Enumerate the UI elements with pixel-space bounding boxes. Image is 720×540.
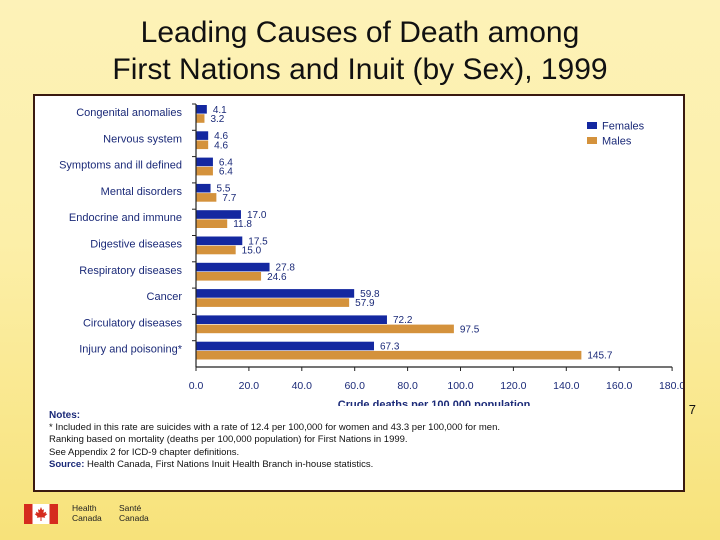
logo-fr-line-1: Santé — [119, 503, 142, 513]
canada-flag-icon — [24, 504, 58, 524]
bar-females — [196, 289, 355, 298]
bar-females — [196, 131, 209, 140]
bar-males — [196, 140, 209, 150]
notes-line-1: * Included in this rate are suicides wit… — [49, 422, 500, 434]
legend-swatch-females — [587, 122, 597, 129]
bar-males — [196, 272, 262, 281]
data-label-females: 6.4 — [219, 157, 233, 168]
x-tick-label: 120.0 — [500, 380, 526, 392]
bar-males — [196, 114, 205, 123]
bar-females — [196, 210, 241, 219]
bar-females — [196, 105, 207, 114]
health-canada-logo: Health Canada Santé Canada — [24, 503, 184, 527]
data-label-females: 4.1 — [213, 105, 227, 116]
data-label-males: 97.5 — [460, 324, 480, 335]
chart-panel: Females Males Congenital anomalies Nervous… — [33, 94, 685, 492]
notes-line-3: See Appendix 2 for ICD-9 chapter definit… — [49, 446, 240, 458]
data-label-males: 15.0 — [242, 246, 262, 257]
legend-label-males: Males — [602, 136, 632, 148]
data-label-females: 59.8 — [360, 289, 380, 300]
bar-males — [196, 219, 228, 228]
category-label: Mental disorders — [101, 186, 183, 198]
category-label: Congenital anomalies — [76, 107, 182, 119]
bar-males — [196, 298, 350, 307]
bar-males — [196, 245, 236, 255]
chart-axes: 0.0 20.0 40.0 60.0 80.0 100.0 120.0 140.0 160.0 1… — [189, 103, 683, 406]
data-label-males: 3.2 — [210, 114, 224, 125]
chart-notes: Notes: * Included in this rate are suici… — [49, 410, 679, 471]
bar-females — [196, 236, 243, 246]
category-label: Respiratory diseases — [79, 265, 182, 277]
data-label-females: 4.6 — [214, 131, 228, 142]
value-labels: 4.13.2 4.64.6 6.46.4 5.57.7 17.011.8 17.515.0… — [210, 105, 612, 362]
x-tick-label: 180.0 — [659, 380, 683, 392]
bar-males — [196, 324, 454, 334]
x-tick-label: 60.0 — [344, 380, 365, 392]
data-label-males: 4.6 — [214, 140, 228, 151]
bar-chart: Females Males Congenital anomalies Nervous… — [59, 103, 683, 406]
x-tick-label: 160.0 — [606, 380, 632, 392]
chart-legend: Females Males — [587, 121, 645, 148]
slide-title: Leading Causes of Death among First Nati… — [0, 14, 720, 88]
data-label-females: 17.5 — [248, 236, 268, 247]
data-label-males: 24.6 — [267, 272, 287, 283]
x-tick-label: 140.0 — [553, 380, 579, 392]
data-label-males: 11.8 — [233, 219, 252, 230]
notes-line-2: Ranking based on mortality (deaths per 1… — [49, 434, 408, 446]
slide-title-line-2: First Nations and Inuit (by Sex), 1999 — [112, 53, 608, 86]
data-label-females: 27.8 — [276, 263, 296, 274]
bar-females — [196, 341, 375, 351]
category-label: Endocrine and immune — [69, 212, 182, 224]
bar-males — [196, 166, 213, 176]
bar-females — [196, 262, 270, 272]
bar-females — [196, 183, 211, 193]
chart-bars — [196, 105, 582, 360]
data-label-males: 57.9 — [355, 298, 375, 309]
data-label-males: 6.4 — [219, 167, 233, 178]
legend-label-females: Females — [602, 121, 645, 133]
logo-text-english: Health Canada — [72, 503, 102, 523]
x-tick-label: 80.0 — [397, 380, 418, 392]
x-axis-title: Crude deaths per 100,000 population — [338, 399, 531, 406]
page-number: 7 — [688, 402, 696, 417]
x-tick-label: 100.0 — [447, 380, 473, 392]
bar-females — [196, 157, 213, 167]
category-label: Digestive diseases — [90, 239, 182, 251]
data-label-females: 5.5 — [217, 184, 231, 195]
notes-source: Source: Health Canada, First Nations Inu… — [49, 459, 679, 471]
slide-title-line-1: Leading Causes of Death among — [140, 16, 580, 49]
data-label-females: 72.2 — [393, 315, 413, 326]
x-tick-label: 20.0 — [239, 380, 260, 392]
source-text: Health Canada, First Nations Inuit Healt… — [84, 458, 374, 470]
category-labels: Congenital anomalies Nervous system Sympto… — [59, 107, 183, 356]
logo-en-line-1: Health — [72, 503, 97, 513]
category-label: Symptoms and ill defined — [59, 160, 182, 172]
category-label: Cancer — [147, 291, 183, 303]
category-label: Circulatory diseases — [83, 317, 183, 329]
logo-text-french: Santé Canada — [119, 503, 149, 523]
bar-females — [196, 315, 387, 324]
data-label-females: 17.0 — [247, 210, 267, 221]
x-tick-label: 40.0 — [292, 380, 313, 392]
category-label: Nervous system — [103, 133, 182, 145]
legend-swatch-males — [587, 137, 597, 144]
notes-heading: Notes: — [49, 410, 81, 421]
logo-en-line-2: Canada — [72, 513, 102, 523]
category-label: Injury and poisoning* — [79, 344, 182, 356]
bar-males — [196, 193, 217, 202]
x-tick-label: 0.0 — [189, 380, 204, 392]
data-label-females: 67.3 — [380, 342, 400, 353]
data-label-males: 145.7 — [587, 351, 612, 362]
bar-males — [196, 350, 582, 360]
logo-fr-line-2: Canada — [119, 513, 149, 523]
data-label-males: 7.7 — [222, 193, 236, 204]
source-label: Source: — [49, 458, 85, 470]
